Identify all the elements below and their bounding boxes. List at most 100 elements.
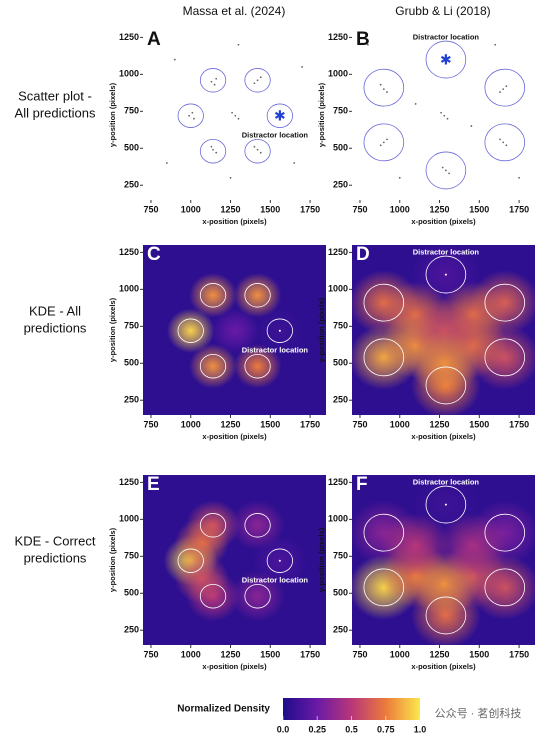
data-point — [382, 88, 385, 91]
aoi-circle — [484, 123, 526, 162]
x-tick-label: 750 — [352, 204, 367, 214]
panel-letter: E — [147, 474, 160, 495]
y-axis-label: y-position (pixels) — [317, 82, 326, 147]
data-point — [505, 85, 508, 88]
aoi-circle — [363, 283, 405, 322]
panel-letter: D — [356, 244, 370, 265]
data-point — [444, 58, 447, 61]
x-tick-label: 1500 — [260, 419, 280, 429]
data-point — [231, 111, 234, 114]
y-tick-label: 250 — [333, 625, 348, 635]
aoi-circle — [363, 123, 405, 162]
x-tick-label: 750 — [143, 204, 158, 214]
data-point — [301, 66, 304, 68]
row-label: KDE - All — [29, 303, 81, 318]
aoi-circle — [266, 318, 293, 343]
data-point — [229, 176, 232, 179]
panel-letter: A — [147, 29, 161, 50]
y-tick-label: 250 — [124, 625, 139, 635]
data-point — [441, 166, 444, 169]
y-tick-label: 1250 — [119, 32, 139, 42]
panel-letter: C — [147, 244, 161, 265]
y-tick-label: 1000 — [328, 514, 348, 524]
y-tick-label: 750 — [333, 551, 348, 561]
x-tick-label: 750 — [143, 649, 158, 659]
aoi-circle — [484, 68, 526, 107]
data-point — [502, 141, 505, 144]
data-point — [278, 114, 281, 117]
colorbar-tick-label: 0.75 — [377, 724, 395, 734]
colorbar-title: Normalized Density — [177, 704, 270, 715]
density-blob — [166, 308, 215, 353]
x-tick-label: 1000 — [181, 419, 201, 429]
distractor-marker — [444, 273, 447, 276]
plot-area — [352, 475, 535, 645]
y-axis-label: y-position (pixels) — [108, 82, 117, 147]
y-tick-label: 250 — [333, 395, 348, 405]
data-point — [505, 144, 508, 147]
x-tick-label: 1750 — [300, 419, 320, 429]
aoi-circle — [244, 283, 271, 308]
density-blob — [233, 344, 282, 389]
data-point — [293, 162, 296, 164]
density-blob — [189, 273, 237, 318]
data-point — [446, 117, 449, 120]
data-point — [237, 43, 240, 46]
y-tick-label: 500 — [333, 358, 348, 368]
data-point — [386, 91, 388, 93]
aoi-circle — [244, 353, 271, 379]
x-tick-label: 1250 — [430, 204, 450, 214]
x-axis-label: x-position (pixels) — [411, 432, 476, 441]
density-blob — [409, 330, 480, 396]
data-point — [210, 145, 213, 148]
panel: ✱ Distractor location 750 1000 1250 1500 1750 2… — [108, 29, 320, 226]
x-axis-label: x-position (pixels) — [202, 662, 267, 671]
y-tick-label: 1250 — [119, 247, 139, 257]
panel-letter: B — [356, 29, 370, 50]
row-label: predictions — [24, 550, 87, 565]
y-tick-label: 750 — [124, 551, 139, 561]
distractor-marker — [278, 559, 281, 562]
x-tick-label: 1500 — [260, 649, 280, 659]
column-title: Massa et al. (2024) — [183, 4, 286, 18]
data-point — [237, 117, 240, 120]
annotation: Distractor location — [413, 33, 480, 42]
aoi-circle — [425, 596, 467, 635]
aoi-circle — [199, 138, 227, 164]
data-point — [213, 83, 216, 86]
aoi-circle — [425, 255, 467, 294]
x-tick-label: 1250 — [221, 419, 241, 429]
plot-area — [363, 40, 526, 190]
x-tick-label: 1000 — [390, 204, 410, 214]
y-tick-label: 500 — [333, 143, 348, 153]
x-tick-label: 1500 — [469, 649, 489, 659]
aoi-circle — [363, 513, 405, 552]
aoi-circle — [425, 40, 467, 79]
x-tick-label: 1750 — [300, 649, 320, 659]
data-point — [499, 91, 501, 93]
data-point — [470, 125, 473, 127]
row-label: Scatter plot - — [18, 88, 92, 103]
y-tick-label: 750 — [124, 321, 139, 331]
x-axis-label: x-position (pixels) — [411, 662, 476, 671]
data-point — [234, 114, 237, 117]
data-point — [165, 162, 168, 164]
plot-area — [143, 475, 326, 645]
plot-area — [352, 245, 535, 415]
data-point — [379, 83, 382, 86]
panel: Distractor location 750 1000 1250 1500 1750 25… — [317, 244, 535, 441]
data-point — [382, 141, 385, 144]
plot-area — [165, 43, 304, 179]
data-point — [502, 88, 505, 91]
x-tick-label: 750 — [352, 649, 367, 659]
y-tick-label: 750 — [333, 321, 348, 331]
density-blob — [174, 517, 229, 569]
data-point — [448, 172, 450, 175]
x-tick-label: 750 — [143, 419, 158, 429]
aoi-circle — [199, 283, 227, 308]
aoi-circle — [266, 103, 293, 128]
density-blob — [230, 571, 285, 622]
aoi-circle — [244, 138, 271, 164]
x-tick-label: 1250 — [221, 649, 241, 659]
panel: Distractor location 750 1000 1250 1500 1750 25… — [317, 474, 535, 671]
